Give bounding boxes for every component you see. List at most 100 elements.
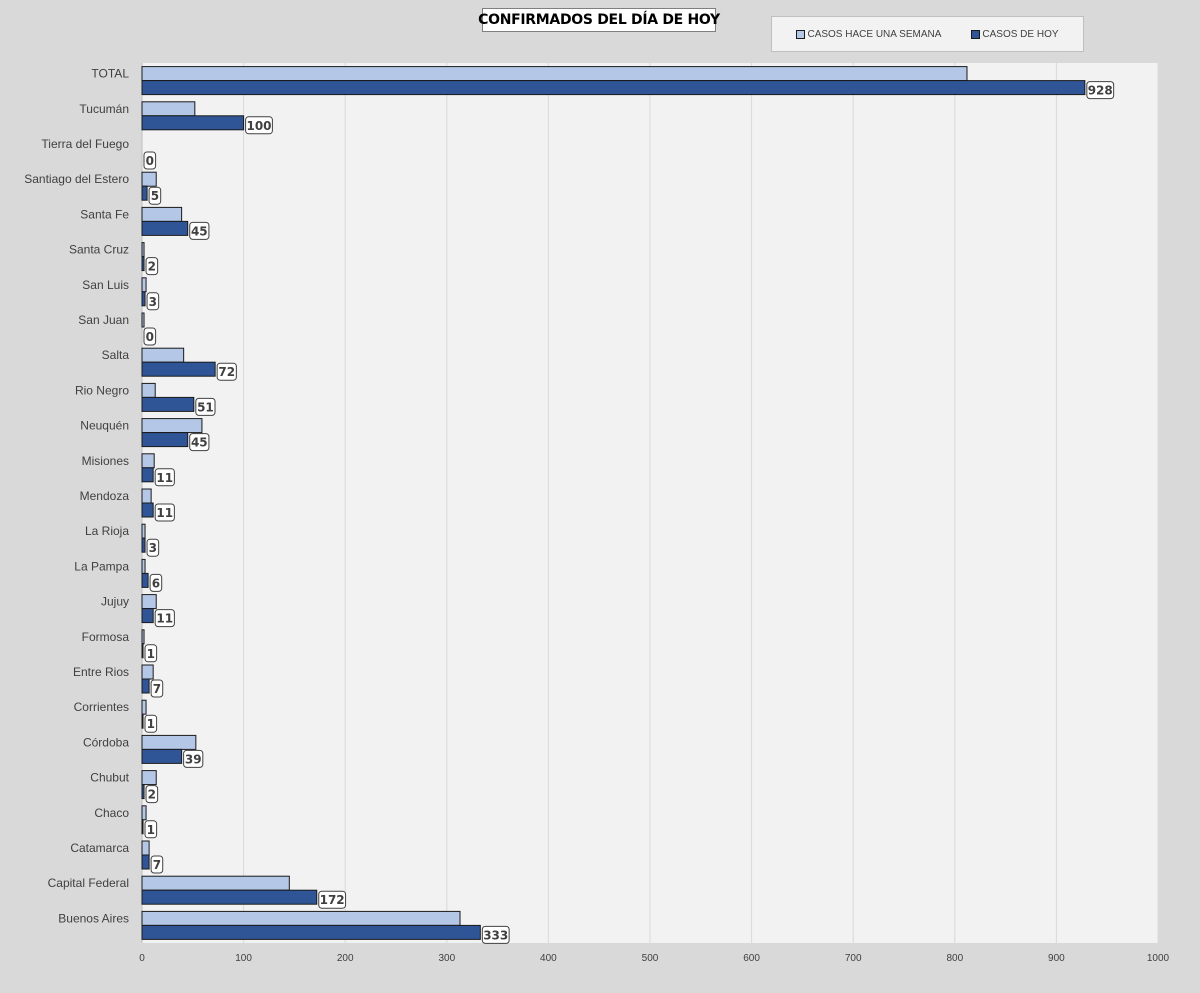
category-label: Rio Negro	[75, 383, 129, 397]
category-label: Salta	[102, 348, 130, 362]
data-label: 333	[483, 928, 508, 942]
category-label: Formosa	[82, 630, 130, 644]
x-tick-label: 600	[743, 953, 760, 964]
bar-week-ago	[141, 206, 183, 222]
category-label: Santa Cruz	[69, 243, 129, 257]
bar-week-ago	[141, 347, 185, 363]
category-label: Tucumán	[79, 102, 129, 116]
data-label-box	[481, 925, 510, 944]
category-label: Capital Federal	[48, 876, 129, 890]
bar-week-ago	[141, 594, 157, 610]
data-label-box	[154, 468, 175, 487]
data-label: 5	[151, 189, 159, 203]
data-label-box	[144, 714, 158, 733]
bar-week-ago	[141, 101, 196, 117]
category-label: La Pampa	[74, 559, 129, 573]
data-label: 2	[148, 788, 156, 802]
bar-week-ago	[141, 312, 145, 328]
data-label: 3	[149, 541, 157, 555]
bar-week-ago	[141, 910, 461, 926]
legend-swatch-week-ago	[796, 29, 806, 39]
bar-today	[141, 291, 146, 307]
data-label-box	[148, 186, 162, 205]
data-label-box	[318, 890, 347, 909]
data-label-box	[154, 609, 175, 628]
category-label: Chubut	[90, 771, 129, 785]
data-label: 1	[147, 647, 155, 661]
category-label: Tierra del Fuego	[41, 137, 129, 151]
data-label: 51	[197, 400, 214, 414]
data-label: 7	[153, 858, 161, 872]
chart-legend: CASOS HACE UNA SEMANA CASOS DE HOY	[771, 16, 1084, 52]
bar-week-ago	[141, 840, 150, 856]
legend-swatch-today	[971, 29, 981, 39]
bar-week-ago	[141, 242, 145, 258]
bar-today	[141, 643, 144, 659]
data-label: 45	[191, 224, 208, 238]
data-label: 0	[146, 330, 154, 344]
data-label: 2	[148, 260, 156, 274]
bar-week-ago	[141, 277, 147, 293]
bar-today	[141, 537, 146, 553]
data-label: 3	[149, 295, 157, 309]
bar-today	[141, 889, 318, 905]
x-tick-label: 100	[235, 953, 252, 964]
data-label-box	[183, 749, 204, 768]
category-label: San Luis	[82, 278, 129, 292]
bar-week-ago	[141, 805, 147, 821]
chart-title: CONFIRMADOS DEL DÍA DE HOY	[478, 8, 720, 32]
x-tick-label: 800	[946, 953, 963, 964]
data-label: 11	[156, 471, 173, 485]
bar-today	[141, 713, 144, 729]
data-label-box	[149, 573, 163, 592]
legend-label-today: CASOS DE HOY	[982, 28, 1059, 40]
bar-today	[141, 396, 195, 412]
data-label: 45	[191, 436, 208, 450]
bar-week-ago	[141, 629, 145, 645]
category-label: Santa Fe	[80, 207, 129, 221]
data-label-box	[143, 327, 157, 346]
category-label: Mendoza	[80, 489, 130, 503]
data-label: 11	[156, 506, 173, 520]
bar-week-ago	[141, 875, 290, 891]
data-label: 39	[185, 752, 202, 766]
category-label: San Juan	[78, 313, 129, 327]
x-tick-label: 700	[845, 953, 862, 964]
category-label: Buenos Aires	[58, 911, 129, 925]
bar-week-ago	[141, 66, 968, 82]
data-label-box	[150, 679, 164, 698]
data-label-box	[189, 433, 210, 452]
bar-today	[141, 115, 245, 131]
bar-week-ago	[141, 664, 154, 680]
data-label-box	[146, 538, 160, 557]
bar-today	[141, 361, 216, 377]
category-label: Entre Rios	[73, 665, 129, 679]
bar-week-ago	[141, 171, 157, 187]
bar-today	[141, 432, 189, 448]
data-label: 72	[218, 365, 235, 379]
data-label-box	[144, 644, 158, 663]
category-label: Jujuy	[101, 595, 129, 609]
bar-week-ago	[141, 382, 156, 398]
bar-today	[141, 819, 144, 835]
bar-today	[141, 678, 150, 694]
category-label: La Rioja	[85, 524, 129, 538]
data-label-box	[154, 503, 175, 522]
data-label-box	[1086, 81, 1115, 100]
data-label: 1	[147, 823, 155, 837]
legend-item-today: CASOS DE HOY	[971, 28, 1059, 40]
bar-today	[141, 784, 145, 800]
legend-label-week-ago: CASOS HACE UNA SEMANA	[807, 28, 942, 40]
bar-week-ago	[141, 558, 146, 574]
x-tick-label: 300	[438, 953, 455, 964]
category-label: Chaco	[94, 806, 129, 820]
bar-week-ago	[141, 770, 157, 786]
data-label-box	[145, 785, 159, 804]
data-label: 11	[156, 612, 173, 626]
x-tick-label: 1000	[1147, 953, 1170, 964]
data-label: 7	[153, 682, 161, 696]
data-label: 928	[1088, 84, 1113, 98]
x-tick-label: 0	[139, 953, 145, 964]
category-label: TOTAL	[91, 67, 129, 81]
